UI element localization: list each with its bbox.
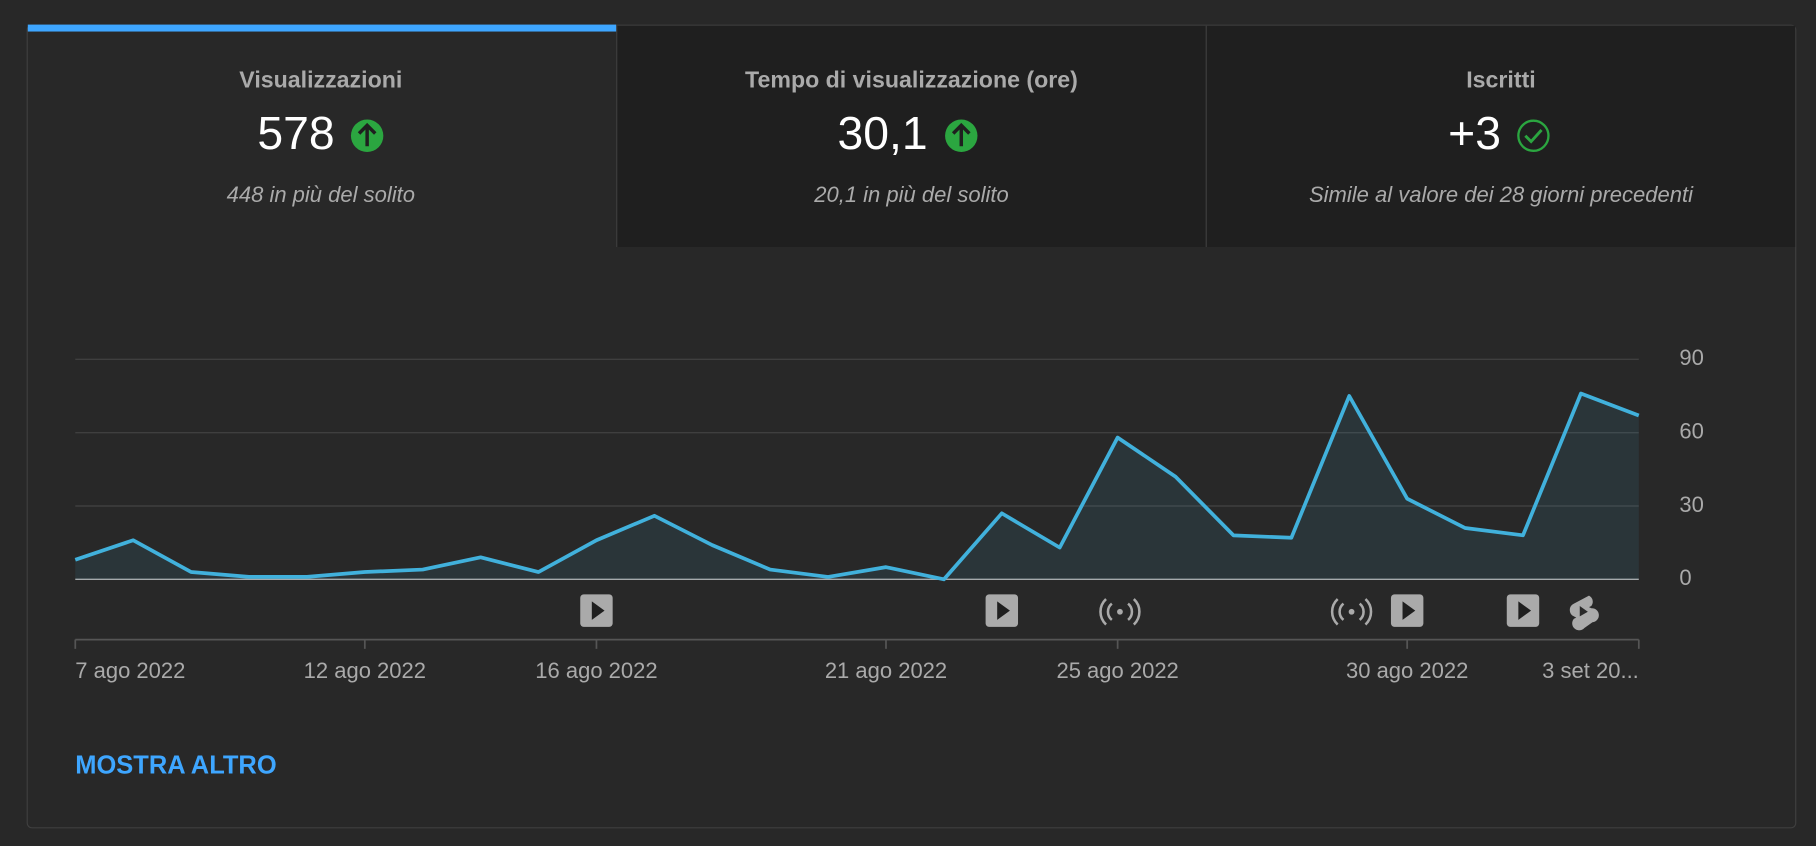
up-icon <box>945 119 978 152</box>
live-icon <box>1099 598 1141 626</box>
x-tick-label: 16 ago 2022 <box>535 658 657 683</box>
tab[interactable]: Iscritti +3 Simile al valore dei 28 gior… <box>1309 66 1694 206</box>
line <box>74 391 1640 582</box>
event-markers <box>580 594 1599 631</box>
y-tick-label: 0 <box>1679 565 1691 590</box>
tab-value: +3 <box>1448 107 1501 159</box>
video-icon <box>1390 594 1424 627</box>
chart: 0 30 60 90 7 ago 2022 12 ago 2022 16 ago 2022 2… <box>74 345 1704 683</box>
live-icon <box>1330 598 1373 626</box>
check-icon <box>1517 119 1550 152</box>
video-icon <box>1506 594 1540 627</box>
tab-title: Visualizzazioni <box>239 66 402 92</box>
selected-tab-indicator <box>27 24 617 32</box>
y-tick-label: 60 <box>1679 418 1703 443</box>
tab[interactable]: Visualizzazioni 578 448 in più del solit… <box>227 66 415 206</box>
area <box>75 393 1639 580</box>
x-tick-label: 12 ago 2022 <box>304 658 426 683</box>
y-tick-label: 90 <box>1679 345 1703 370</box>
x-tick-label: 25 ago 2022 <box>1056 658 1178 683</box>
x-tick-label: 7 ago 2022 <box>75 658 185 683</box>
show-more-button[interactable]: MOSTRA ALTRO <box>75 752 276 780</box>
tab-note: 448 in più del solito <box>227 182 415 207</box>
video-icon <box>985 594 1019 627</box>
tab-title: Iscritti <box>1466 66 1536 92</box>
video-icon <box>580 594 613 627</box>
tab[interactable]: Tempo di visualizzazione (ore) 30,1 20,1… <box>745 66 1078 206</box>
x-tick-label: 3 set 20... <box>1542 658 1639 683</box>
y-tick-label: 30 <box>1679 492 1703 517</box>
shorts-icon <box>1569 595 1599 631</box>
tab-title: Tempo di visualizzazione (ore) <box>745 66 1078 92</box>
tab-value: 30,1 <box>838 107 928 159</box>
x-tick-label: 30 ago 2022 <box>1346 658 1468 683</box>
tab-value: 578 <box>257 107 334 159</box>
up-icon <box>350 119 384 152</box>
x-tick-label: 21 ago 2022 <box>825 658 947 683</box>
tab-note: 20,1 in più del solito <box>813 182 1008 207</box>
tab-note: Simile al valore dei 28 giorni precedent… <box>1309 182 1694 207</box>
